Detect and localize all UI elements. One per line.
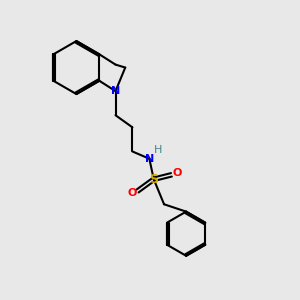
Text: N: N xyxy=(111,86,120,96)
Text: O: O xyxy=(128,188,137,198)
Text: S: S xyxy=(149,173,158,186)
Text: N: N xyxy=(145,154,154,164)
Text: O: O xyxy=(172,168,182,178)
Text: H: H xyxy=(153,146,162,155)
